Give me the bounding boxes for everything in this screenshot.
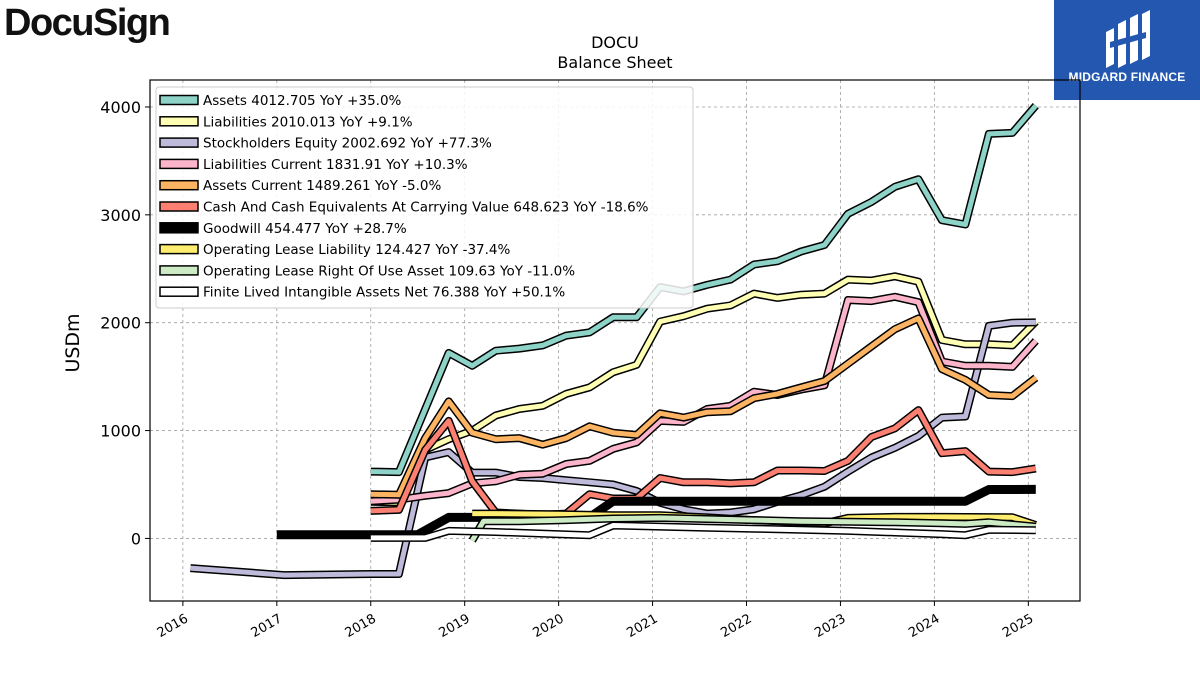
legend-label: Cash And Cash Equivalents At Carrying Va… <box>203 200 649 216</box>
legend-item: Operating Lease Right Of Use Asset 109.6… <box>159 263 575 279</box>
legend-swatch <box>159 201 199 212</box>
legend-item: Finite Lived Intangible Assets Net 76.38… <box>159 285 565 301</box>
legend-label: Liabilities Current 1831.91 YoY +10.3% <box>203 157 468 173</box>
legend-label: Assets Current 1489.261 YoY -5.0% <box>203 178 442 194</box>
plot-frame <box>149 79 1081 602</box>
y-tick-label: 1000 <box>100 422 141 441</box>
series-9 <box>370 521 1036 542</box>
series-line <box>370 523 1036 541</box>
legend-swatch <box>159 286 199 297</box>
chart-subtitle: Balance Sheet <box>557 53 672 72</box>
legend-label: Liabilities 2010.013 YoY +9.1% <box>203 114 413 130</box>
series-line <box>370 103 1038 475</box>
y-tick-label: 3000 <box>100 206 141 225</box>
legend-swatch <box>159 116 199 127</box>
legend-label: Operating Lease Liability 124.427 YoY -3… <box>203 242 511 258</box>
series-layer <box>190 102 1039 580</box>
legend-swatch <box>159 137 199 148</box>
legend-label: Goodwill 454.477 YoY +28.7% <box>203 221 407 237</box>
series-2 <box>190 318 1036 580</box>
midgard-finance-logo: MIDGARD FINANCE <box>1054 0 1200 100</box>
docusign-logo: DocuSign <box>4 2 171 44</box>
series-line <box>370 273 1038 505</box>
y-tick-label: 2000 <box>100 314 141 333</box>
y-tick-label: 0 <box>131 529 141 548</box>
series-1 <box>370 272 1039 507</box>
legend-swatch <box>159 243 199 255</box>
y-tick-label: 4000 <box>100 98 141 117</box>
x-tick-label: 2017 <box>249 611 285 641</box>
legend-item: Liabilities Current 1831.91 YoY +10.3% <box>159 157 468 173</box>
x-tick-label: 2021 <box>624 611 660 641</box>
midgard-finance-wordmark: MIDGARD FINANCE <box>1068 70 1186 84</box>
legend-swatch <box>159 265 199 276</box>
legend-swatch <box>159 179 199 191</box>
legend-item: Goodwill 454.477 YoY +28.7% <box>159 221 407 237</box>
legend-label: Assets 4012.705 YoY +35.0% <box>203 93 402 109</box>
series-line <box>190 319 1036 578</box>
series-8 <box>468 513 1037 543</box>
legend-swatch <box>159 158 199 170</box>
legend-label: Stockholders Equity 2002.692 YoY +77.3% <box>203 136 492 152</box>
series-line <box>370 407 1037 518</box>
legend-item: Liabilities 2010.013 YoY +9.1% <box>159 114 413 130</box>
midgard-emblem-icon <box>1106 10 1150 68</box>
series-6 <box>276 484 1036 540</box>
legend-swatch <box>159 222 199 234</box>
legend-item: Assets 4012.705 YoY +35.0% <box>159 93 402 109</box>
legend-item: Operating Lease Liability 124.427 YoY -3… <box>159 242 511 258</box>
series-4 <box>370 314 1039 499</box>
legend-swatch <box>159 94 199 106</box>
series-line <box>276 484 1036 540</box>
series-line <box>470 515 1037 542</box>
x-tick-label: 2018 <box>343 611 379 641</box>
series-line <box>370 315 1038 498</box>
x-tick-label: 2023 <box>812 611 848 641</box>
legend-label: Finite Lived Intangible Assets Net 76.38… <box>203 285 565 301</box>
x-tick-label: 2016 <box>155 611 191 641</box>
x-tick-label: 2024 <box>906 611 942 641</box>
legend-item: Stockholders Equity 2002.692 YoY +77.3% <box>159 136 492 152</box>
chart-title: DOCU <box>591 33 639 52</box>
x-tick-label: 2020 <box>530 611 566 641</box>
legend-item: Assets Current 1489.261 YoY -5.0% <box>159 178 442 194</box>
x-tick-label: 2025 <box>1000 611 1036 641</box>
series-5 <box>370 406 1037 519</box>
legend-box <box>155 86 694 309</box>
series-0 <box>370 102 1039 477</box>
x-tick-label: 2019 <box>437 611 473 641</box>
y-axis-label: USDm <box>62 313 84 372</box>
x-tick-label: 2022 <box>718 611 754 641</box>
legend-label: Operating Lease Right Of Use Asset 109.6… <box>203 263 575 279</box>
legend: Assets 4012.705 YoY +35.0% Liabilities 20… <box>155 86 694 309</box>
legend-item: Cash And Cash Equivalents At Carrying Va… <box>159 200 649 216</box>
